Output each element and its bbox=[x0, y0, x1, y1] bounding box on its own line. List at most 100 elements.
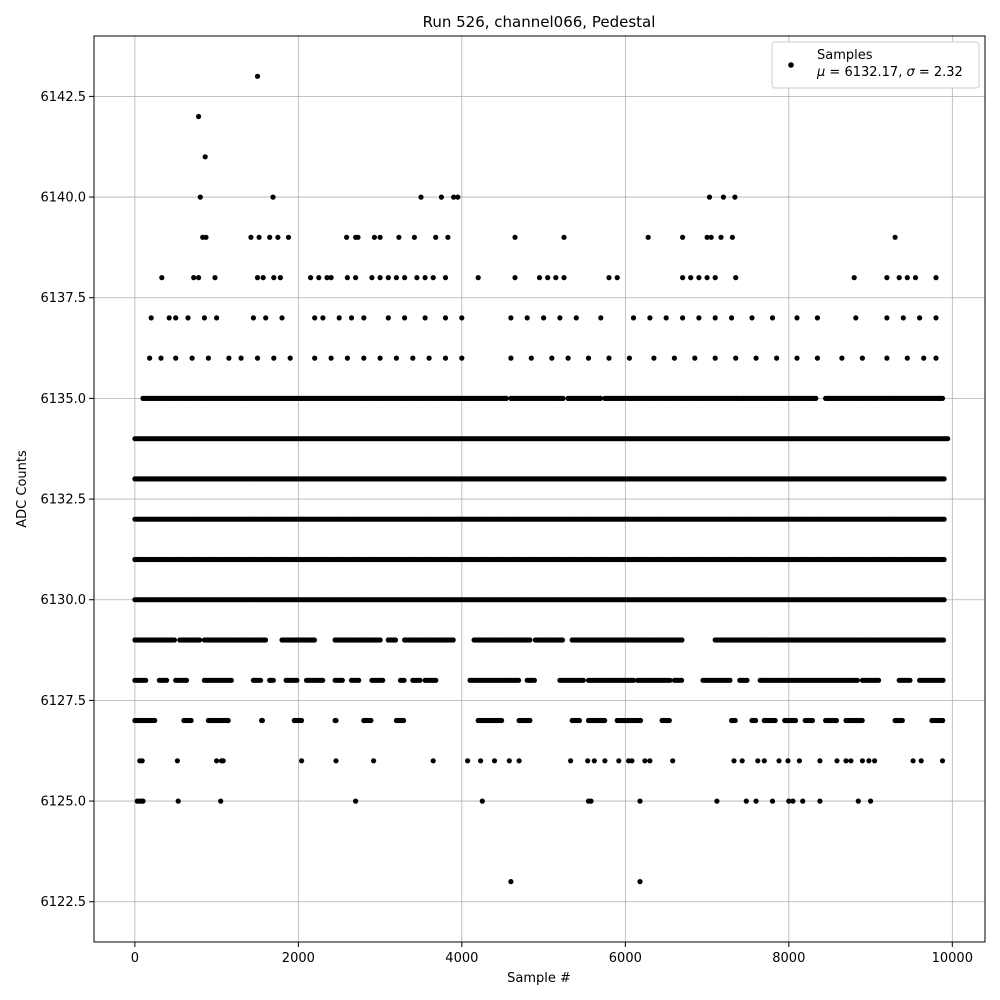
data-point bbox=[680, 275, 686, 281]
data-point bbox=[166, 315, 172, 321]
data-point bbox=[238, 355, 244, 361]
data-point bbox=[328, 355, 334, 361]
data-point bbox=[667, 677, 673, 683]
data-point bbox=[872, 758, 878, 764]
data-point bbox=[451, 194, 457, 200]
data-point bbox=[258, 677, 264, 683]
legend-marker bbox=[788, 62, 794, 68]
data-point bbox=[602, 758, 608, 764]
data-point bbox=[527, 637, 533, 643]
data-point bbox=[939, 395, 946, 401]
data-point bbox=[311, 637, 317, 643]
data-point bbox=[410, 355, 416, 361]
data-point bbox=[912, 275, 919, 281]
data-point bbox=[508, 879, 514, 885]
data-point bbox=[196, 113, 202, 120]
data-point bbox=[201, 315, 207, 321]
data-point bbox=[503, 395, 509, 401]
data-point bbox=[792, 717, 799, 724]
data-point bbox=[430, 275, 436, 281]
data-point bbox=[606, 355, 612, 361]
data-point bbox=[616, 758, 622, 764]
y-tick-label: 6137.5 bbox=[41, 291, 87, 306]
x-tick-label: 8000 bbox=[772, 951, 805, 966]
data-point bbox=[174, 758, 180, 764]
data-point bbox=[769, 798, 776, 804]
data-point bbox=[377, 355, 383, 361]
data-point bbox=[720, 194, 727, 200]
plot-frame bbox=[93, 35, 986, 943]
data-point bbox=[670, 758, 676, 764]
data-point bbox=[524, 315, 530, 321]
data-point bbox=[197, 194, 203, 200]
data-point bbox=[729, 315, 735, 321]
data-point bbox=[630, 677, 637, 683]
data-point bbox=[729, 234, 736, 240]
data-point bbox=[173, 355, 179, 361]
data-point bbox=[785, 758, 791, 764]
data-point bbox=[344, 355, 350, 361]
data-point bbox=[506, 758, 512, 764]
data-point bbox=[666, 717, 672, 724]
data-point bbox=[688, 275, 694, 281]
data-point bbox=[173, 315, 179, 321]
data-point bbox=[516, 677, 522, 683]
data-point bbox=[941, 556, 947, 563]
data-point bbox=[202, 154, 208, 160]
legend: Samples μ = 6132.17, σ = 2.32 bbox=[771, 41, 980, 89]
legend-series-label: Samples bbox=[817, 48, 873, 63]
data-point bbox=[308, 275, 314, 281]
data-point bbox=[333, 758, 339, 764]
data-point bbox=[714, 798, 720, 804]
data-point bbox=[940, 717, 946, 724]
data-point bbox=[516, 758, 522, 764]
data-point bbox=[368, 717, 374, 724]
data-point bbox=[755, 758, 761, 764]
data-point bbox=[254, 73, 261, 79]
data-point bbox=[855, 798, 861, 804]
data-point bbox=[796, 758, 803, 764]
data-point bbox=[647, 758, 653, 764]
data-point bbox=[140, 798, 146, 804]
data-point bbox=[817, 758, 823, 764]
data-point bbox=[465, 758, 471, 764]
data-point bbox=[402, 315, 408, 321]
data-point bbox=[171, 637, 177, 643]
data-point bbox=[642, 758, 648, 764]
data-point bbox=[491, 758, 498, 764]
data-point bbox=[561, 234, 567, 240]
data-point bbox=[344, 234, 350, 240]
data-point bbox=[557, 315, 563, 321]
data-point bbox=[859, 355, 866, 361]
data-point bbox=[422, 275, 428, 281]
data-point bbox=[262, 637, 269, 643]
data-point bbox=[743, 798, 749, 804]
data-point bbox=[568, 758, 574, 764]
data-point bbox=[279, 315, 285, 321]
data-point bbox=[561, 275, 567, 281]
data-point bbox=[508, 315, 514, 321]
data-point bbox=[254, 275, 261, 281]
data-point bbox=[214, 758, 220, 764]
data-point bbox=[814, 355, 821, 361]
data-point bbox=[585, 758, 591, 764]
data-point bbox=[933, 355, 939, 361]
data-point bbox=[402, 275, 408, 281]
data-point bbox=[833, 717, 840, 724]
data-point bbox=[899, 717, 905, 724]
data-point bbox=[645, 234, 651, 240]
data-point bbox=[377, 275, 383, 281]
data-point bbox=[197, 637, 203, 643]
data-point bbox=[941, 516, 947, 522]
data-point bbox=[442, 355, 449, 361]
data-point bbox=[298, 717, 305, 724]
data-point bbox=[679, 677, 685, 683]
data-point bbox=[401, 677, 407, 683]
data-point bbox=[353, 798, 359, 804]
data-point bbox=[940, 677, 946, 683]
data-point bbox=[859, 717, 865, 724]
data-point bbox=[475, 275, 481, 281]
data-point bbox=[945, 436, 951, 442]
data-point bbox=[147, 355, 153, 361]
data-point bbox=[876, 677, 882, 683]
